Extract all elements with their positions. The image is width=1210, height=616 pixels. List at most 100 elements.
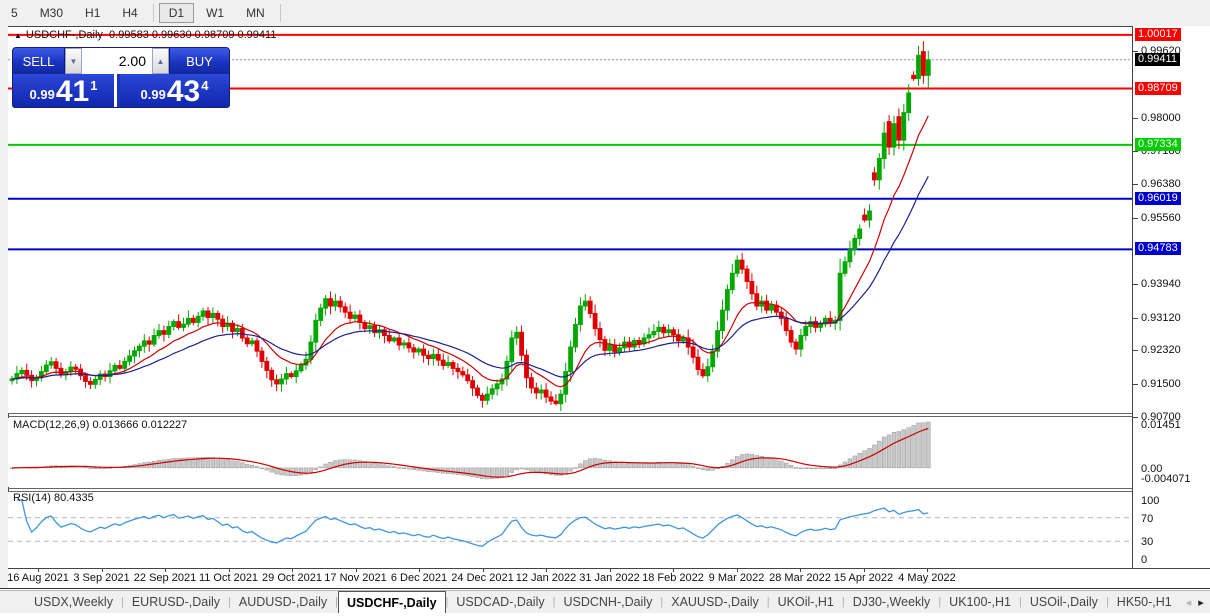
splitter-main-macd-2[interactable] [8,416,1132,417]
timeframe-button-h1[interactable]: H1 [85,6,101,20]
tab-nav: ◂ ▸ [1186,591,1204,613]
volume-increase-button[interactable]: ▲ [152,48,169,74]
splitter-macd-rsi[interactable] [8,488,1132,489]
date-tick [228,568,230,572]
date-tick [165,568,166,572]
sell-button[interactable]: SELL [13,48,65,74]
date-label: 17 Nov 2021 [324,572,387,584]
date-axis[interactable]: 16 Aug 2021 3 Sep 2021 22 Sep 2021 11 Oct 2… [7,568,1132,588]
splitter-macd-rsi-2[interactable] [8,491,1132,492]
date-label: 28 Mar 2022 [769,572,831,584]
chart-tab-uk100h1[interactable]: UK100-,H1 [949,595,1012,609]
tab-separator: | [1019,596,1022,608]
tab-separator: | [938,596,942,608]
axis-tick-dash [1133,283,1138,285]
sell-price-display[interactable]: 0.99 41 1 [13,74,114,107]
tabs-scroll-right-icon[interactable]: ▸ [1198,596,1204,609]
date-label: 29 Oct 2021 [262,572,322,584]
rsi-panel[interactable] [8,492,1132,568]
chart-tab-usoildaily[interactable]: USOil-,Daily [1029,595,1098,609]
chart-tab-hk50h1[interactable]: HK50-,H1 [1116,595,1172,609]
level-price-badge: 0.96019 [1135,191,1181,205]
macd-max-label: 0.01451 [1141,419,1181,431]
volume-input[interactable]: 2.00 [82,48,152,74]
axis-tick-dash [1133,350,1138,352]
chart-tab-ukoilh1[interactable]: UKOil-,H1 [777,595,834,609]
date-tick [355,568,357,572]
price-tick-label: 0.90700 [1141,410,1181,423]
timeframe-button-5[interactable]: 5 [11,6,18,20]
macd-indicator-label: MACD(12,26,9) 0.013666 0.012227 [13,419,188,431]
date-label: 3 Sep 2021 [73,572,130,584]
date-label: 22 Sep 2021 [133,572,197,584]
chart-tab-usdcnhdaily[interactable]: USDCNH-,Daily [563,595,653,609]
ohlc-marker-icon: ▲ [14,31,22,40]
price-gap [114,74,117,107]
timeframe-button-m30[interactable]: M30 [39,6,64,20]
axis-tick-dash [1133,416,1138,418]
buy-button[interactable]: BUY [169,48,229,74]
level-price-badge: 0.98709 [1135,81,1181,95]
toolbar-separator [279,4,281,22]
axis-tick-dash [1133,183,1138,185]
candles [9,41,931,411]
rsi-tick-label: 100 [1141,495,1160,507]
macd-panel[interactable] [8,418,1132,487]
buy-price-pip: 4 [201,78,209,93]
timeframe-button-h4[interactable]: H4 [122,6,138,20]
timeframe-button-w1[interactable]: W1 [206,6,225,20]
axis-tick-dash [1133,117,1138,119]
price-axis[interactable]: 0.99620 0.98000 0.97180 0.96380 0.95560 0.939… [1133,26,1210,568]
sell-price-big: 41 [55,75,90,108]
chart-tab-dj30weekly[interactable]: DJ30-,Weekly [852,595,931,609]
tab-separator: | [445,596,449,608]
rsi-tick-label: 0 [1141,554,1148,566]
axis-tick-dash [1133,51,1138,53]
tab-separator: | [660,596,664,608]
chart-tab-eurusddaily[interactable]: EURUSD-,Daily [131,595,221,609]
tab-separator: | [766,596,770,608]
splitter-main-macd[interactable] [8,413,1132,414]
timeframe-button-mn[interactable]: MN [246,6,265,20]
current-price-badge: 0.99411 [1135,52,1180,66]
chart-tab-usdcaddaily[interactable]: USDCAD-,Daily [456,595,545,609]
date-tick [101,568,103,572]
date-label: 12 Jan 2022 [515,572,577,584]
chart-tab-audusddaily[interactable]: AUDUSD-,Daily [238,595,328,609]
chart-tab-xauusddaily[interactable]: XAUUSD-,Daily [671,595,759,609]
date-label: 16 Aug 2021 [7,572,69,584]
date-tick [546,568,547,572]
macd-signal-line [11,427,929,478]
date-tick [863,568,865,572]
chart-tab-usdchfdaily[interactable]: USDCHF-,Daily [337,591,446,613]
date-tick [38,568,39,572]
chart-tab-usdxweekly[interactable]: USDX,Weekly [34,595,113,609]
date-tick [292,568,293,572]
date-tick [673,568,674,572]
tab-separator: | [841,596,845,608]
tab-separator: | [552,596,556,608]
timeframe-toolbar: 5 M30 H1 H4 D1 W1 MN [0,0,1210,26]
date-tick [482,568,484,572]
date-label: 31 Jan 2022 [579,572,640,584]
chart-symbol-period: USDCHF-,Daily [25,29,103,41]
price-tick-label: 0.96380 [1141,177,1181,190]
date-label: 6 Dec 2021 [390,572,448,584]
volume-control: ▼ 2.00 ▲ [65,48,169,74]
volume-decrease-button[interactable]: ▼ [65,48,82,74]
date-label: 11 Oct 2021 [198,572,259,584]
tabs-scroll-left-icon[interactable]: ◂ [1185,596,1192,609]
axis-tick-dash [1133,217,1138,219]
ema-fast-line [11,115,929,388]
sell-price-prefix: 0.99 [29,87,55,102]
timeframe-button-d1[interactable]: D1 [158,3,195,23]
date-axis-bottom-border [0,588,1210,589]
date-tick [736,568,738,572]
date-label: 4 May 2022 [898,572,956,584]
buy-price-display[interactable]: 0.99 43 4 [120,74,229,107]
level-price-badge: 0.94783 [1135,242,1181,256]
sell-price-pip: 1 [90,78,98,93]
level-price-badge: 0.97334 [1135,137,1181,151]
rsi-indicator-label: RSI(14) 80.4335 [13,492,94,504]
